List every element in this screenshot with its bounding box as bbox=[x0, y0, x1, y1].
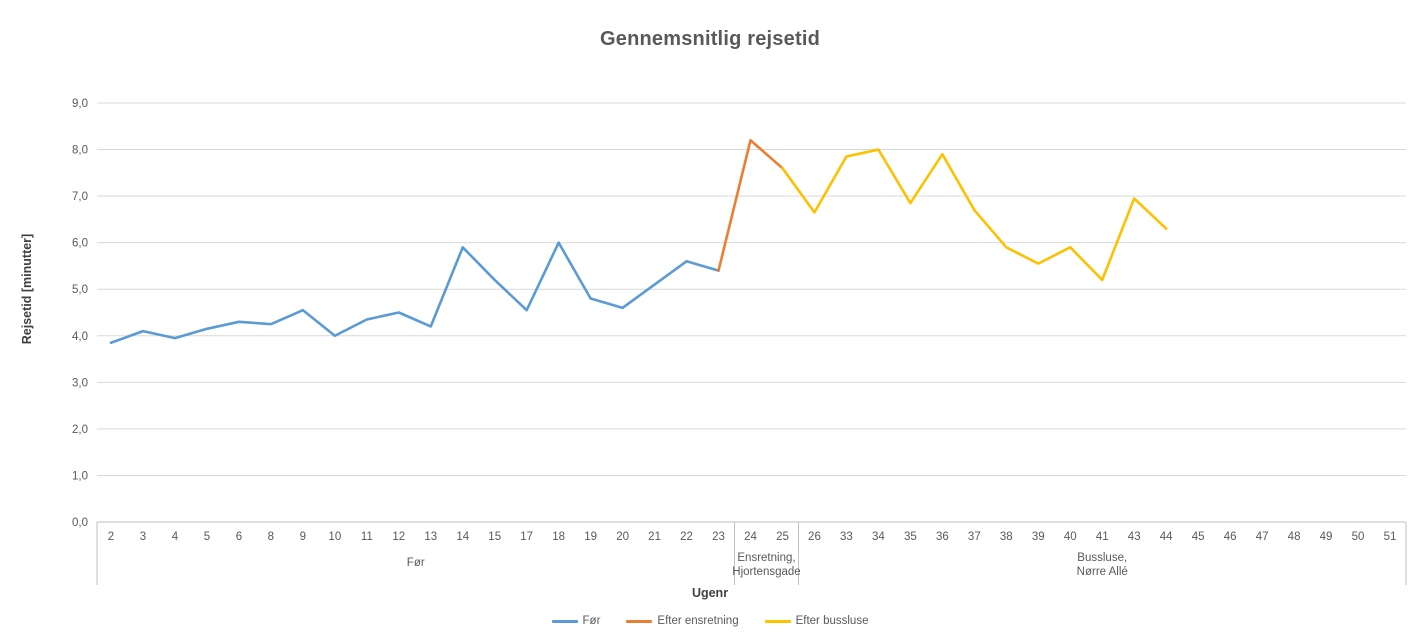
x-tick-label: 45 bbox=[1192, 531, 1205, 543]
series-line-efter-bussluse bbox=[781, 148, 1168, 282]
x-tick-label: 49 bbox=[1320, 531, 1333, 543]
x-tick-label: 46 bbox=[1224, 531, 1237, 543]
x-tick-label: 26 bbox=[808, 531, 821, 543]
x-tick-label: 33 bbox=[840, 531, 853, 543]
legend-item: Efter ensretning bbox=[626, 615, 739, 627]
x-tick-label: 40 bbox=[1064, 531, 1077, 543]
x-tick-label: 17 bbox=[520, 531, 533, 543]
x-tick-label: 15 bbox=[488, 531, 501, 543]
y-tick-label: 2,0 bbox=[72, 424, 88, 436]
category-group-label: Før bbox=[407, 557, 425, 569]
legend-line-swatch bbox=[551, 619, 578, 623]
legend-line-swatch bbox=[764, 619, 791, 623]
x-tick-label: 37 bbox=[968, 531, 981, 543]
x-tick-label: 8 bbox=[268, 531, 274, 543]
series-line-efter-ensretning bbox=[717, 138, 784, 272]
x-tick-label: 11 bbox=[361, 531, 373, 543]
legend-line-swatch bbox=[626, 619, 653, 623]
x-tick-label: 2 bbox=[108, 531, 114, 543]
x-tick-label: 24 bbox=[744, 531, 757, 543]
category-group-label: Ensretning, bbox=[737, 552, 795, 564]
legend-item: Efter bussluse bbox=[764, 615, 869, 627]
x-tick-label: 22 bbox=[680, 531, 693, 543]
x-tick-label: 35 bbox=[904, 531, 917, 543]
x-tick-label: 36 bbox=[936, 531, 949, 543]
legend-label: Efter bussluse bbox=[795, 615, 869, 627]
legend-item: Før bbox=[551, 615, 601, 627]
x-tick-label: 47 bbox=[1256, 531, 1269, 543]
legend: Før Efter ensretning Efter bussluse bbox=[0, 615, 1420, 627]
x-tick-label: 4 bbox=[172, 531, 179, 543]
series-line-f-r bbox=[109, 241, 720, 345]
y-tick-label: 4,0 bbox=[72, 331, 88, 343]
x-tick-label: 10 bbox=[328, 531, 341, 543]
x-tick-label: 6 bbox=[236, 531, 242, 543]
x-tick-label: 34 bbox=[872, 531, 885, 543]
category-group-label: Bussluse, bbox=[1077, 552, 1127, 564]
x-tick-label: 38 bbox=[1000, 531, 1013, 543]
x-tick-label: 39 bbox=[1032, 531, 1045, 543]
category-group-label: Nørre Allé bbox=[1077, 566, 1128, 578]
x-tick-label: 50 bbox=[1352, 531, 1365, 543]
x-tick-label: 20 bbox=[616, 531, 629, 543]
x-tick-label: 25 bbox=[776, 531, 789, 543]
y-tick-label: 8,0 bbox=[72, 145, 88, 157]
y-tick-label: 7,0 bbox=[72, 191, 88, 203]
x-tick-label: 19 bbox=[584, 531, 597, 543]
x-axis-title: Ugenr bbox=[691, 586, 729, 600]
x-tick-label: 3 bbox=[140, 531, 146, 543]
legend-label: Efter ensretning bbox=[657, 615, 739, 627]
x-tick-label: 48 bbox=[1288, 531, 1301, 543]
x-tick-label: 41 bbox=[1096, 531, 1109, 543]
x-tick-label: 12 bbox=[392, 531, 405, 543]
category-group-label: Hjortensgade bbox=[732, 566, 800, 578]
x-tick-label: 9 bbox=[300, 531, 306, 543]
chart-title: Gennemsnitlig rejsetid bbox=[599, 28, 820, 50]
x-tick-label: 43 bbox=[1128, 531, 1141, 543]
x-tick-label: 23 bbox=[712, 531, 725, 543]
x-tick-label: 14 bbox=[456, 531, 469, 543]
x-tick-label: 5 bbox=[204, 531, 210, 543]
x-tick-label: 51 bbox=[1384, 531, 1397, 543]
x-tick-label: 21 bbox=[648, 531, 661, 543]
y-tick-label: 5,0 bbox=[72, 284, 88, 296]
x-tick-label: 13 bbox=[424, 531, 437, 543]
x-tick-label: 18 bbox=[552, 531, 565, 543]
y-tick-label: 1,0 bbox=[72, 470, 88, 482]
y-tick-label: 6,0 bbox=[72, 238, 88, 250]
legend-label: Før bbox=[582, 615, 601, 627]
y-tick-label: 0,0 bbox=[72, 517, 88, 529]
x-tick-label: 44 bbox=[1160, 531, 1173, 543]
y-tick-label: 3,0 bbox=[72, 377, 88, 389]
y-tick-label: 9,0 bbox=[72, 98, 88, 110]
